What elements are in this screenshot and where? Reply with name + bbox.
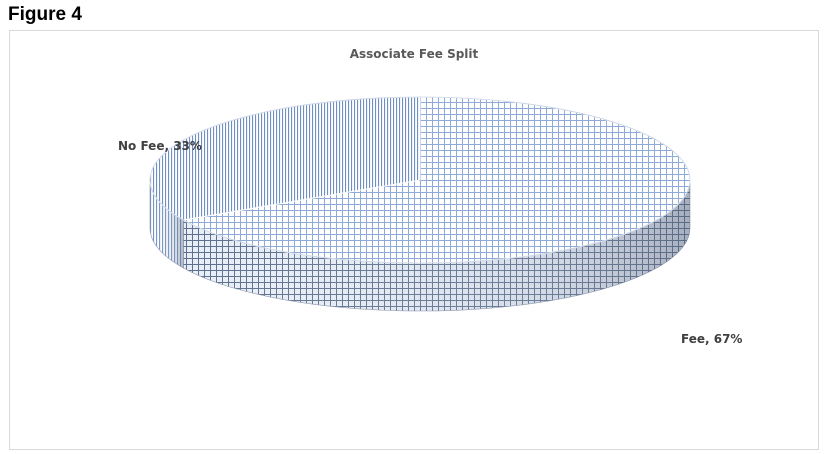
pie-rim <box>149 96 691 264</box>
chart-area: Associate Fee Split <box>9 30 819 450</box>
figure-label: Figure 4 <box>8 4 82 25</box>
data-label-fee: Fee, 67% <box>681 332 743 346</box>
pie-side-shade-no-fee <box>150 180 184 268</box>
data-label-no-fee: No Fee, 33% <box>118 139 202 153</box>
pie-side-shade-fee <box>183 180 690 311</box>
chart-title: Associate Fee Split <box>349 47 479 61</box>
